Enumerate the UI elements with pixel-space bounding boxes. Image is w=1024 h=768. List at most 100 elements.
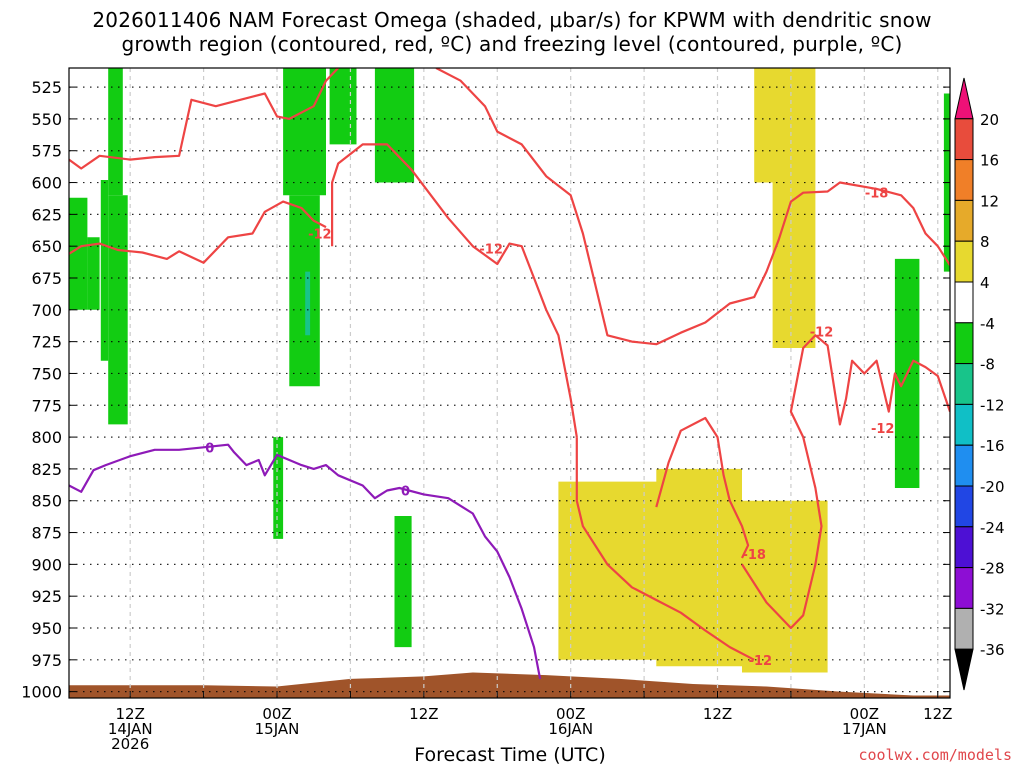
y-tick-label: 900 [31,555,62,574]
freezing-level-line [69,443,542,680]
colorbar-label: -36 [980,641,1005,659]
colorbar-swatch [954,363,974,405]
colorbar-swatch [954,159,974,201]
y-tick-label: 700 [31,301,62,320]
plot-frame [68,67,951,699]
colorbar-label: -28 [980,560,1005,578]
colorbar-swatch [954,403,974,446]
contour-dgz-descending-lower [575,437,755,661]
colorbar-swatch [954,485,974,528]
contour-label: -12 [749,654,773,669]
x-tick-label: 12Z [923,705,952,723]
colorbar-label: 20 [980,111,999,129]
contour-label: -12 [479,243,503,258]
colorbar-label: 12 [980,192,999,210]
shaded-region-green-f [283,68,326,196]
y-tick-label: 825 [31,460,62,479]
chart-title-line-2: growth region (contoured, red, ºC) and f… [121,32,903,56]
y-tick-label: 625 [31,205,62,224]
x-tick-label: 12Z [115,705,144,723]
x-tick-label: 14JAN [108,720,153,738]
contour-label: -12 [871,422,895,437]
x-tick-label: 16JAN [548,720,593,738]
shaded-region-yellow-a [754,68,816,183]
colorbar-label: -12 [980,396,1005,414]
contour-label: -18 [742,548,766,563]
shaded-region-yellow-b [772,182,816,348]
y-tick-label: 975 [31,651,62,670]
contour-dgz-low-loop [655,416,750,559]
x-tick-label: 00Z [262,705,291,723]
colorbar: 20 16 12 8 4 -4 -8 -12 -16 -20 -24 -28 -32 -36 [954,77,1005,691]
colorbar-label: 8 [980,233,990,251]
colorbar-swatch [954,77,974,120]
contour-dgz-top [435,68,950,346]
colorbar-swatch [954,322,974,365]
colorbar-label: -20 [980,478,1005,496]
freezing-level-label: 0 [205,441,214,456]
y-tick-label: 925 [31,587,62,606]
colorbar-swatch [954,567,974,609]
colorbar-swatch [954,444,974,487]
plot-area: -12 -12 -18 -12 -12 -18 -12 0 0 [69,68,950,698]
contour-dgz-lower-left [69,200,327,264]
colorbar-label: 16 [980,152,999,170]
x-tick-label: 15JAN [255,720,300,738]
shaded-region-green-h [329,68,357,145]
colorbar-swatch [954,607,974,650]
contour-dgz-upper-left [69,68,339,170]
shaded-region-green-b [87,237,100,310]
colorbar-label: -4 [980,315,995,333]
chart-title-line-1: 2026011406 NAM Forecast Omega (shaded, μ… [92,8,932,32]
colorbar-swatch [954,648,974,691]
colorbar-swatch [954,240,974,283]
y-tick-label: 525 [31,78,62,97]
shaded-region-green-k [394,516,412,648]
x-tick-label: 12Z [703,705,732,723]
y-tick-label: 600 [31,174,62,193]
y-tick-label: 850 [31,492,62,511]
shaded-region-green-c [100,180,109,361]
y-tick-label: 775 [31,396,62,415]
y-tick-label: 800 [31,428,62,447]
axes: 525 550 575 600 625 650 675 700 725 750 775 800 825 8… [21,67,952,753]
terrain-fill [69,672,950,698]
contour-label: -18 [865,187,889,202]
x-tick-label: 2026 [111,735,149,753]
shaded-region-green-a [69,197,88,310]
y-tick-label: 725 [31,333,62,352]
y-tick-label: 675 [31,269,62,288]
colorbar-label: -24 [980,519,1005,537]
colorbar-label: -32 [980,600,1005,618]
contour-label: -12 [810,325,834,340]
colorbar-label: -8 [980,356,995,374]
y-tick-label: 750 [31,364,62,383]
contour-label: -12 [308,227,332,242]
credit-text: coolwx.com/models [858,746,1012,764]
shaded-region-green-d [108,68,123,196]
shaded-region-green-e [108,195,128,425]
contour-dgz-right-loop [741,334,950,630]
shaded-region-green-j [273,437,284,539]
y-tick-label: 550 [31,110,62,129]
shaded-region-yellow-d [656,468,742,667]
colorbar-swatch [954,199,974,242]
colorbar-label: -16 [980,437,1005,455]
colorbar-swatch [954,118,974,161]
y-tick-label: 650 [31,237,62,256]
shaded-region-teal-a [305,271,311,336]
x-tick-label: 17JAN [842,720,887,738]
freezing-level-label: 0 [401,485,410,500]
x-tick-label: 00Z [556,705,585,723]
y-tick-label: 950 [31,619,62,638]
y-tick-label: 575 [31,142,62,161]
colorbar-label: 4 [980,274,990,292]
contour-dgz-mid [331,143,578,438]
colorbar-swatch [954,281,974,324]
y-tick-label: 875 [31,524,62,543]
shaded-region-green-g [289,195,320,387]
shaded-region-yellow-e [742,500,828,673]
x-tick-label: 00Z [850,705,879,723]
x-tick-label: 12Z [409,705,438,723]
